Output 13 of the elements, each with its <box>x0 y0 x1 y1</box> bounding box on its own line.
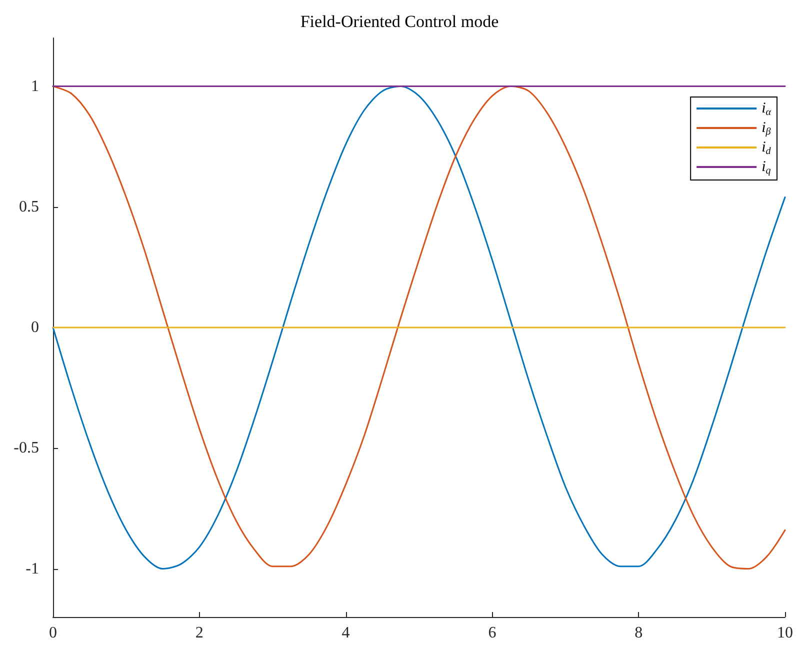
x-tick-label: 0 <box>49 624 57 642</box>
y-tick-label: -0.5 <box>14 440 39 457</box>
x-tick-label: 4 <box>342 624 350 642</box>
y-tick-label: 1 <box>31 78 39 95</box>
y-tick-label: 0 <box>31 319 39 336</box>
chart-title: Field-Oriented Control mode <box>300 12 499 31</box>
y-tick-label: -1 <box>26 560 39 578</box>
line-series <box>52 86 786 570</box>
x-tick-label: 10 <box>777 624 793 642</box>
x-tick-label: 2 <box>195 624 204 642</box>
y-tick-label: 0.5 <box>19 198 39 216</box>
x-tick-label: 6 <box>488 624 496 642</box>
x-tick-label: 8 <box>634 624 643 642</box>
